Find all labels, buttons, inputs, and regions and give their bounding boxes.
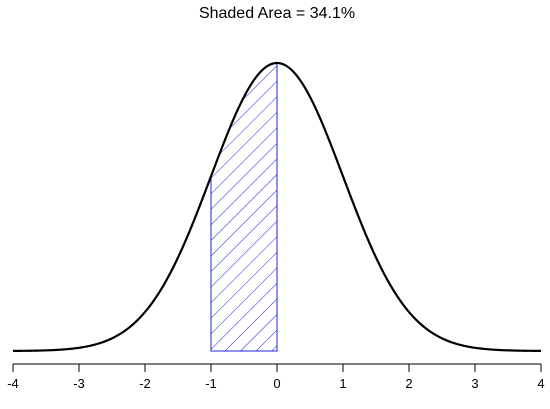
x-axis: -4 -3 -2 -1 0 1 2 3 4 [7, 363, 545, 391]
x-tick-label: -4 [7, 376, 19, 391]
x-tick-label: 4 [537, 376, 544, 391]
x-tick-label: -2 [139, 376, 151, 391]
chart-title: Shaded Area = 34.1% [199, 5, 355, 22]
density-curve [13, 61, 541, 352]
x-tick-label: 0 [273, 376, 280, 391]
x-tick-label: 2 [405, 376, 412, 391]
x-tick-label: -1 [205, 376, 217, 391]
plot-area [13, 61, 541, 352]
x-tick-label: 1 [339, 376, 346, 391]
shaded-region [210, 62, 278, 352]
x-tick-label: -3 [73, 376, 85, 391]
x-tick-label: 3 [471, 376, 478, 391]
